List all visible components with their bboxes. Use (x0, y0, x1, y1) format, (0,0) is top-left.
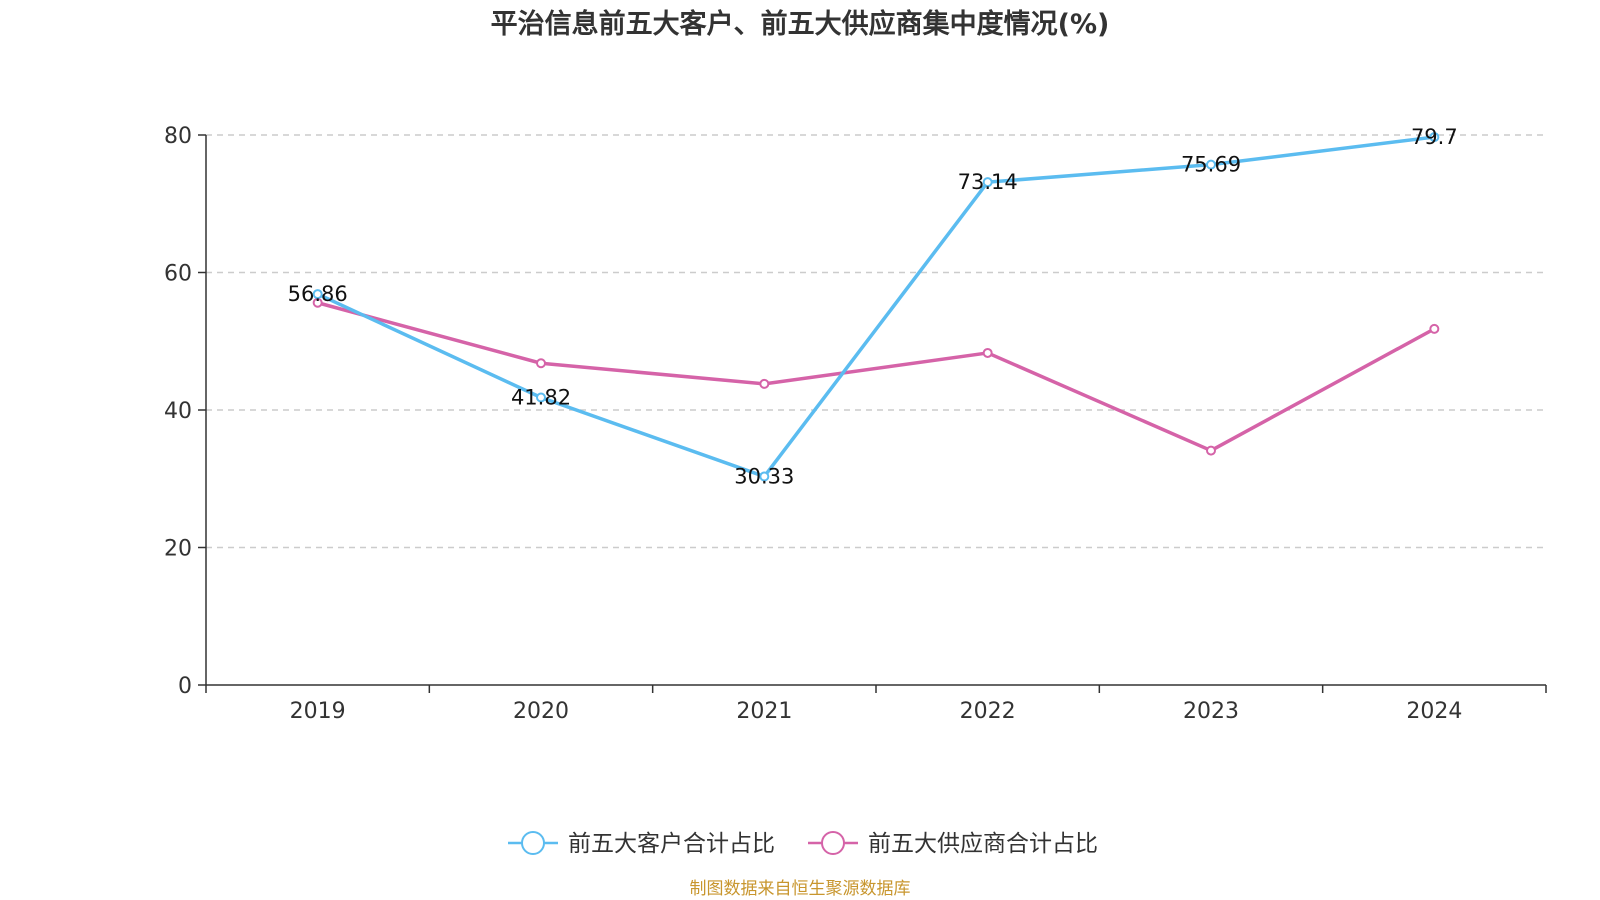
grid-layer (206, 134, 1546, 549)
legend-label: 前五大供应商合计占比 (868, 831, 1098, 857)
legend-marker (521, 831, 545, 855)
series-line (316, 135, 1435, 479)
x-tick-label: 2024 (1406, 699, 1462, 724)
y-tick-label: 60 (164, 262, 192, 287)
x-tick-label: 2019 (290, 699, 346, 724)
data-label: 75.69 (1181, 153, 1241, 177)
data-point (1429, 323, 1440, 334)
data-label: 41.82 (511, 385, 571, 409)
axis-layer: 0 20 40 60 80 2019 2020 2021 2022 2023 2024 (164, 124, 1547, 724)
data-point (982, 347, 993, 358)
data-label: 56.86 (288, 282, 348, 306)
x-tick-label: 2022 (960, 699, 1016, 724)
data-point (759, 471, 770, 482)
legend-label: 前五大客户合计占比 (568, 831, 775, 857)
data-label: 30.33 (734, 464, 794, 488)
y-tick-label: 40 (164, 399, 192, 424)
data-point (982, 177, 993, 188)
y-tick-label: 80 (164, 124, 192, 149)
legend-item: 前五大供应商合计占比 (808, 831, 1098, 857)
data-label: 79.7 (1411, 125, 1458, 149)
data-point (536, 358, 546, 369)
chart-title: 平治信息前五大客户、前五大供应商集中度情况(%) (491, 8, 1110, 40)
x-tick-label: 2023 (1183, 699, 1239, 724)
data-point (1206, 445, 1216, 456)
x-tick-label: 2021 (736, 699, 792, 724)
data-point (1206, 159, 1216, 170)
legend: 前五大客户合计占比 前五大供应商合计占比 (508, 831, 1098, 857)
y-tick-label: 0 (178, 674, 192, 699)
source-note: 制图数据来自恒生聚源数据库 (690, 879, 911, 899)
legend-marker (821, 831, 845, 855)
data-point (759, 378, 770, 389)
x-tick-label: 2020 (513, 699, 569, 724)
data-point (1429, 132, 1440, 143)
legend-item: 前五大客户合计占比 (508, 831, 775, 857)
data-label-layer: 56.86 41.82 30.33 73.14 75.69 79.7 (288, 125, 1458, 488)
data-point (536, 392, 546, 403)
data-label: 73.14 (958, 170, 1018, 194)
y-tick-label: 20 (164, 537, 192, 562)
data-point (312, 289, 323, 300)
series-line (317, 301, 1436, 453)
series-layer (312, 132, 1440, 482)
